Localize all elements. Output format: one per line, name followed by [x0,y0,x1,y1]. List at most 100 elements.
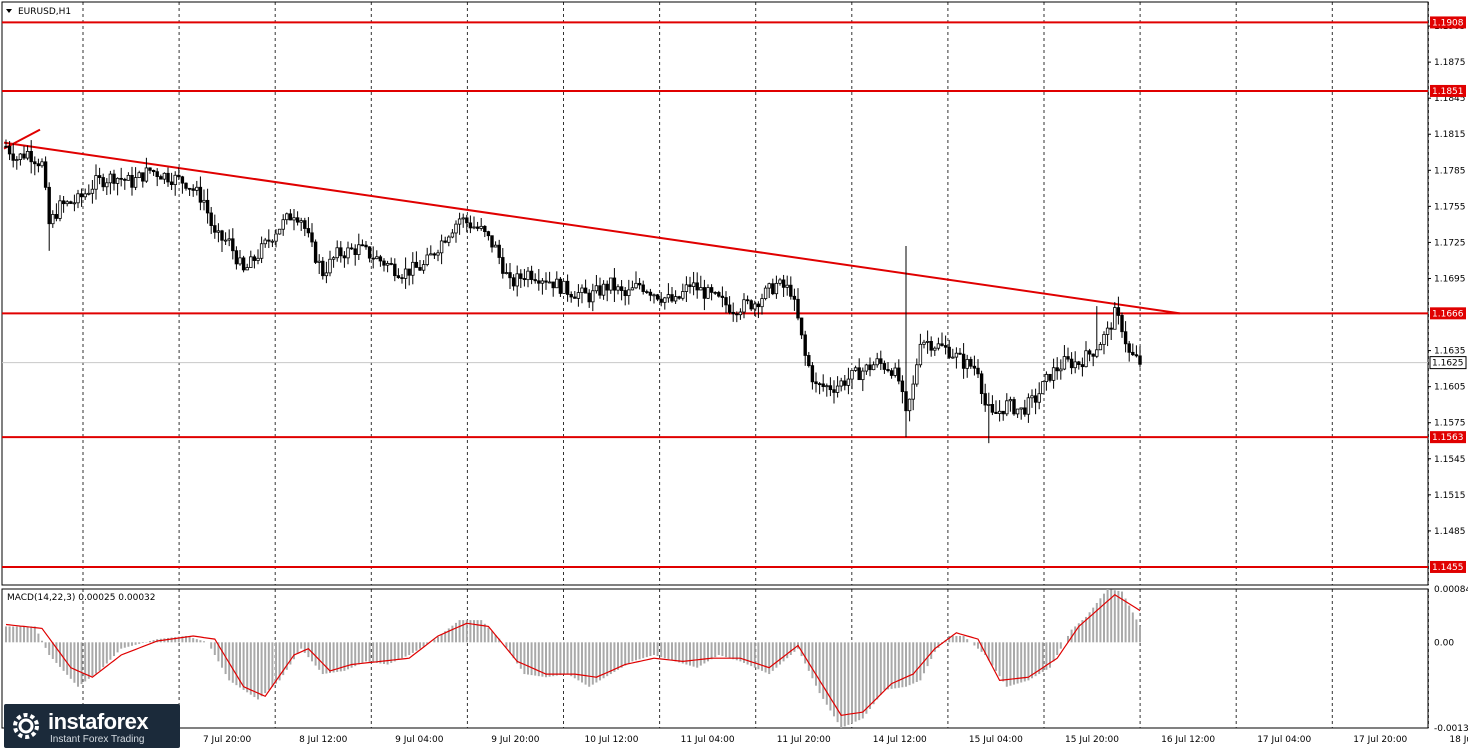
candle-body [857,367,861,381]
candle-body [731,311,735,315]
y-tick-label: 1.1605 [1434,383,1466,393]
candle-body [976,367,980,375]
candle-body [69,201,73,204]
candle-body [598,285,602,296]
candle-body [875,358,879,366]
candle-body [310,232,314,243]
candle-body [191,188,195,191]
x-tick-label: 9 Jul 04:00 [395,735,444,745]
candle-body [1113,307,1117,330]
y-tick-label: 1.1575 [1434,419,1466,429]
level-price-label: 1.1455 [1432,563,1464,573]
candle-body [274,233,278,242]
candle-body [645,291,649,293]
level-price-tag [1430,16,1466,29]
candle-body [393,263,397,277]
candle-body [173,174,177,185]
candle-body [785,284,789,288]
candle-body [627,289,631,297]
candle-body [259,243,264,259]
y-tick-label: 1.1785 [1434,166,1466,176]
symbol-dropdown-icon[interactable] [6,9,12,13]
candle-body [565,280,570,295]
candle-body [616,286,620,291]
candle-body [141,172,145,182]
candle-body [123,178,127,181]
candle-body [270,240,275,243]
candle-body [1127,343,1131,353]
candle-body [231,238,235,252]
candle-body [414,261,419,268]
candle-body [997,410,1002,414]
candle-body [789,284,793,297]
candle-body [965,359,969,369]
x-tick-label: 16 Jul 12:00 [1161,735,1215,745]
candle-body [249,256,253,268]
candle-body [432,253,437,256]
candle-body [1030,395,1034,399]
candle-body [1055,367,1059,372]
candle-body [1105,327,1110,335]
candle-body [83,193,87,198]
candle-body [144,167,149,182]
candle-body [886,369,890,372]
candle-body [796,298,800,319]
candle-body [187,187,192,190]
candle-body [1120,315,1124,333]
candle-body [29,150,33,163]
level-price-label: 1.1666 [1432,309,1464,319]
candle-body [400,277,404,280]
candle-body [177,174,181,178]
candle-body [810,365,815,383]
candle-body [303,220,307,229]
trendline [3,141,1181,315]
x-tick-label: 17 Jul 04:00 [1257,735,1311,745]
candle-body [105,182,109,188]
candle-body [205,199,210,214]
candle-body [619,286,624,291]
candle-body [1062,356,1067,370]
candle-body [915,364,919,385]
candle-body [688,284,692,287]
candle-body [425,254,429,265]
candle-body [360,244,365,247]
candle-body [371,257,375,260]
candle-body [166,172,170,183]
candle-body [753,303,757,310]
candle-body [691,282,696,287]
candle-body [641,284,645,292]
candle-body [342,255,347,259]
candle-body [612,277,617,291]
macd-y-tick-label: 0.00084 [1434,585,1468,595]
candle-body [695,282,699,291]
candle-body [51,214,55,225]
candle-body [155,171,159,177]
candle-body [778,279,782,284]
candle-body [313,241,318,263]
candle-body [940,343,944,346]
candle-body [299,220,303,223]
candle-body [364,244,368,248]
candle-body [943,345,948,348]
candle-body [727,304,732,313]
candle-body [256,257,260,261]
candle-body [22,153,26,159]
candle-body [1048,373,1052,381]
candle-body [897,367,901,382]
candle-body [583,287,588,294]
candle-body [76,193,80,204]
candle-body [367,246,372,259]
x-tick-label: 10 Jul 12:00 [585,735,639,745]
candle-body [1095,349,1099,357]
candle-body [1098,344,1103,351]
candle-body [576,292,581,299]
candle-body [1001,410,1005,415]
candle-body [1051,367,1056,381]
candle-body [11,153,15,161]
candle-body [137,172,141,178]
level-price-tag [1430,307,1466,320]
candle-body [119,177,123,180]
candle-body [115,177,120,184]
candle-body [799,317,804,336]
candle-body [295,217,300,223]
